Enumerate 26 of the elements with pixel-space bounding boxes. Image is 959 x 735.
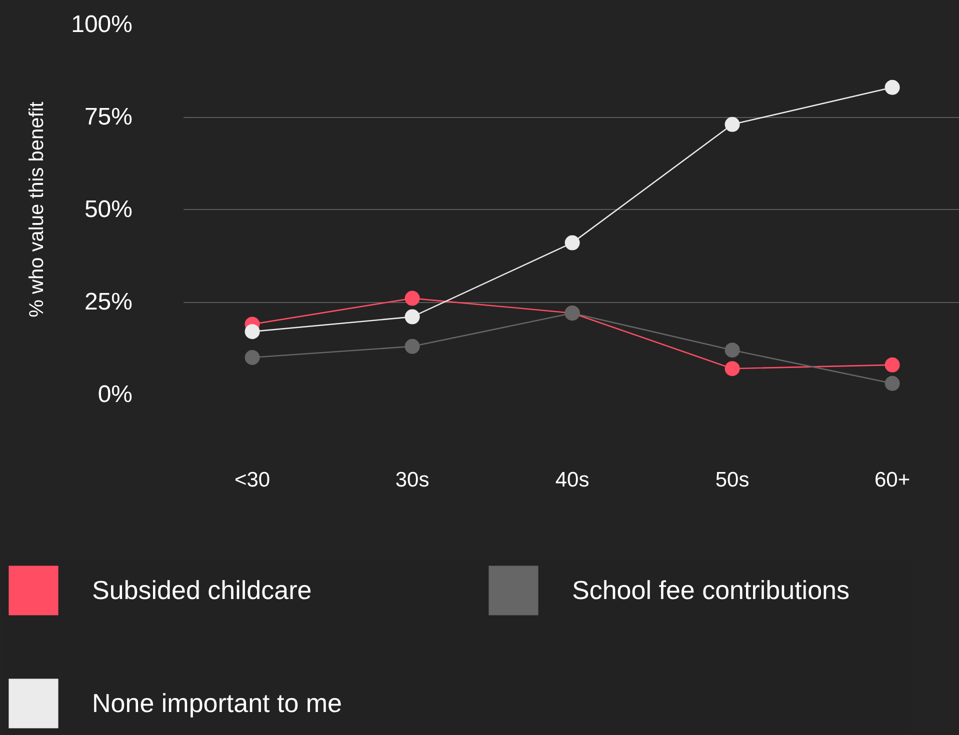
x-tick-label: 30s: [395, 468, 430, 492]
x-tick-label: <30: [234, 468, 270, 492]
point: [244, 324, 260, 340]
y-tick-label: 25%: [84, 288, 133, 316]
y-tick-label: 0%: [98, 381, 132, 408]
point: [564, 235, 580, 250]
point: [244, 350, 260, 365]
x-tick-label: 50s: [715, 468, 750, 492]
y-axis-title: % who value this benefit: [26, 101, 48, 318]
y-tick-label: 75%: [84, 104, 133, 130]
point: [404, 338, 420, 354]
point: [884, 80, 900, 95]
legend-label: None important to me: [92, 688, 344, 718]
x-tick-label: 40s: [555, 468, 590, 492]
x-tick-label: 60+: [874, 468, 910, 492]
y-tick-label: 100%: [71, 11, 133, 38]
point: [404, 309, 420, 324]
point: [884, 376, 900, 391]
point: [884, 357, 900, 372]
point: [724, 361, 740, 376]
point: [404, 290, 420, 306]
legend-label: School fee contributions: [572, 574, 851, 606]
legend-label: Subsided childcare: [92, 574, 313, 606]
y-tick-label: 50%: [84, 196, 133, 223]
point: [724, 342, 740, 358]
point: [724, 116, 740, 132]
